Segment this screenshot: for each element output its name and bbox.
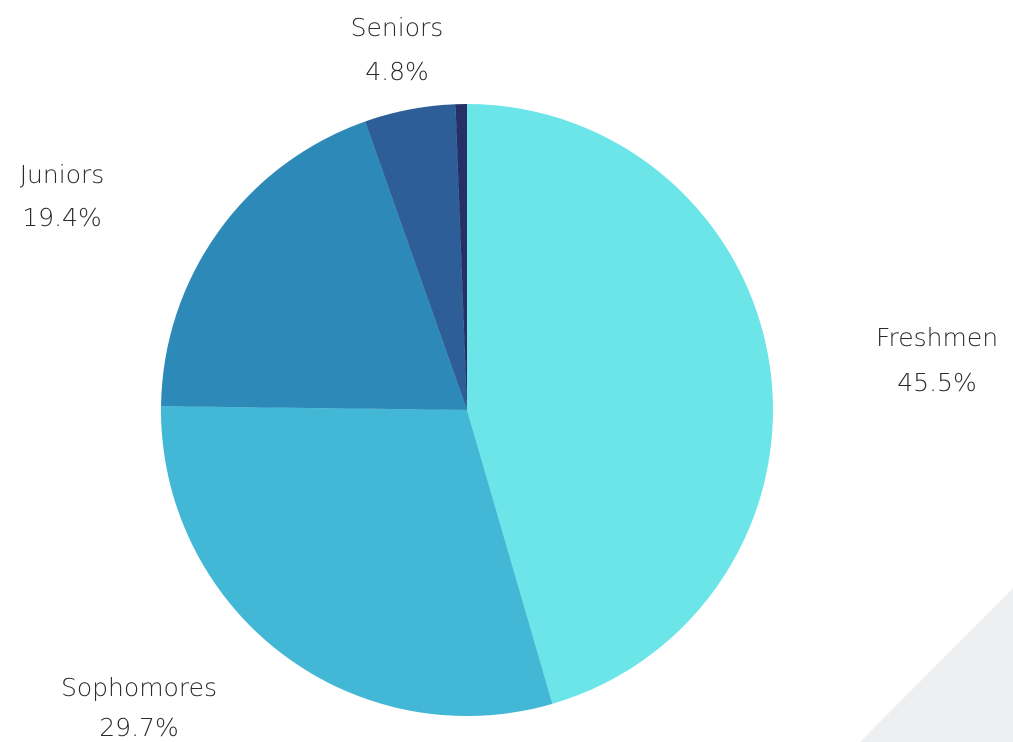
slice-sophomores (160, 406, 553, 717)
freshmen-percent-label: 45.5% (897, 368, 976, 397)
pie-slices (160, 104, 773, 717)
slice-other (455, 104, 467, 410)
seniors-percent-label: 4.8% (365, 57, 429, 86)
sophomores-label: Sophomores (61, 673, 217, 702)
freshmen-label: Freshmen (876, 323, 998, 352)
slice-juniors (161, 121, 467, 410)
slice-freshmen (467, 104, 773, 704)
juniors-percent-label: 19.4% (22, 203, 101, 232)
seniors-label: Seniors (351, 13, 444, 42)
juniors-label: Juniors (20, 160, 105, 189)
background-triangle (860, 588, 1013, 742)
slice-seniors (365, 104, 467, 410)
sophomores-percent-label: 29.7% (99, 713, 178, 742)
